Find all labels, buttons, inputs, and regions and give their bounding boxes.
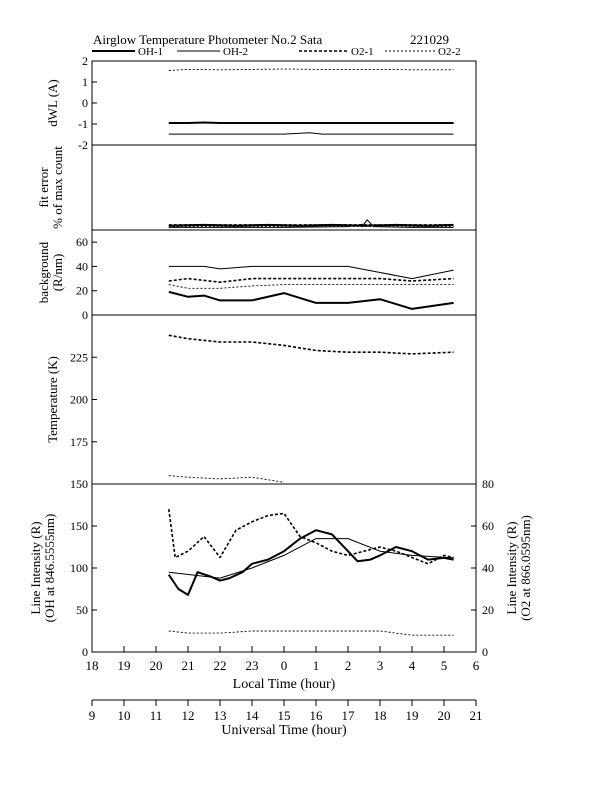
y-axis-label-left: (OH at 846.5555nm) — [42, 514, 57, 623]
y-tick-label: 60 — [76, 235, 88, 249]
y-tick-label-right: 80 — [482, 477, 494, 491]
local-time-axis-label: Local Time (hour) — [233, 677, 336, 692]
local-x-tick-label: 2 — [345, 658, 352, 673]
ut-x-tick-label: 20 — [438, 708, 451, 723]
y-tick-label: 0 — [82, 96, 88, 110]
y-tick-label: 40 — [76, 259, 88, 273]
y-tick-label: 150 — [70, 477, 88, 491]
panel-dwl: -2 -1 0 1 2 dWL (A) — [45, 54, 477, 152]
y-tick-label: 2 — [82, 54, 88, 68]
legend-label-o2-1: O2-1 — [351, 46, 374, 58]
local-x-tick-label: 23 — [246, 658, 259, 673]
local-x-tick-label: 0 — [281, 658, 288, 673]
y-tick-label: 100 — [70, 561, 88, 575]
date-code: 221029 — [410, 32, 449, 47]
ut-x-tick-label: 10 — [118, 708, 131, 723]
ut-x-tick-label: 17 — [342, 708, 356, 723]
y-axis-label-left: Line Intensity (R) — [28, 521, 43, 614]
y-axis-label-right: Line Intensity (R) — [504, 521, 519, 614]
local-x-tick-label: 20 — [150, 658, 163, 673]
panel-frame — [91, 60, 477, 146]
ut-x-tick-label: 11 — [150, 708, 163, 723]
series-line-o2-2 — [168, 630, 454, 636]
y-tick-label: -1 — [78, 117, 88, 131]
panel-temperature: 150 175 200 225 Temperature (K) — [45, 314, 477, 491]
panel-frame — [91, 314, 477, 485]
panel-frame — [91, 483, 477, 653]
series-line-oh-2 — [168, 538, 454, 579]
ut-x-tick-label: 18 — [374, 708, 387, 723]
y-axis-label-right: (O2 at 866.0595nm) — [518, 515, 533, 621]
local-x-tick-label: 6 — [473, 658, 480, 673]
local-x-tick-label: 5 — [441, 658, 448, 673]
y-tick-label: 150 — [70, 519, 88, 533]
local-time-axis: 18 19 20 21 22 23 0 1 2 3 4 5 6 — [86, 646, 480, 673]
local-x-tick-label: 21 — [182, 658, 195, 673]
local-x-tick-label: 3 — [377, 658, 384, 673]
ut-x-tick-label: 9 — [89, 708, 96, 723]
series-line-oh-2 — [168, 265, 454, 280]
series-line-o2-1 — [168, 277, 454, 284]
universal-time-axis-label: Universal Time (hour) — [221, 723, 347, 738]
y-axis-label: Temperature (K) — [45, 356, 60, 443]
series-line-o2-1 — [168, 334, 454, 355]
y-tick-label-right: 20 — [482, 603, 494, 617]
series-line-oh-1 — [168, 290, 454, 310]
panel-background: 0 20 40 60 background (R/nm) — [36, 229, 477, 322]
series-line-oh-1 — [168, 121, 454, 124]
chart-title: Airglow Temperature Photometer No.2 Sata — [93, 32, 323, 47]
y-tick-label: 20 — [76, 284, 88, 298]
series-line-o2-1 — [168, 509, 454, 565]
y-tick-label: 1 — [82, 75, 88, 89]
panel-fit-error: fit error% of max count — [36, 144, 477, 231]
series-line-oh-1 — [167, 529, 454, 596]
y-tick-label: 0 — [82, 308, 88, 322]
local-x-tick-label: 4 — [409, 658, 416, 673]
legend-label-o2-2: O2-2 — [438, 46, 461, 58]
chart-panels: -2 -1 0 1 2 dWL (A) fit error% of max count 0 20… — [28, 54, 533, 659]
local-x-tick-label: 18 — [86, 658, 99, 673]
y-tick-label: 225 — [70, 350, 88, 364]
y-axis-label: % of max count — [50, 146, 65, 229]
y-axis-label: dWL (A) — [45, 79, 60, 127]
legend-label-oh-1: OH-1 — [138, 46, 163, 58]
universal-time-axis: 9 10 11 12 13 14 15 16 17 18 19 20 21 — [89, 699, 483, 723]
local-x-tick-label: 19 — [118, 658, 131, 673]
series-line-o2-2 — [168, 284, 454, 289]
y-axis-label: background — [36, 241, 51, 303]
y-tick-label-right: 40 — [482, 561, 494, 575]
ut-x-tick-label: 15 — [278, 708, 291, 723]
panel-frame — [91, 229, 477, 316]
ut-x-tick-label: 14 — [246, 708, 260, 723]
ut-x-tick-label: 13 — [214, 708, 227, 723]
panel-frame — [91, 144, 477, 231]
legend: OH-1 OH-2 O2-1 O2-2 — [92, 46, 461, 58]
ut-x-tick-label: 21 — [470, 708, 483, 723]
y-axis-label: (R/nm) — [50, 254, 65, 292]
series-line-oh-2 — [168, 132, 454, 135]
y-tick-label: 0 — [82, 645, 88, 659]
ut-x-tick-label: 12 — [182, 708, 195, 723]
y-tick-label: 50 — [76, 603, 88, 617]
y-axis-label: fit error — [36, 167, 51, 208]
series-line-o2-2 — [168, 475, 285, 483]
series-line-o2-2 — [168, 68, 454, 71]
y-tick-label: 175 — [70, 435, 88, 449]
y-tick-label: -2 — [78, 138, 88, 152]
ut-x-tick-label: 16 — [310, 708, 324, 723]
y-tick-label: 200 — [70, 393, 88, 407]
y-tick-label-right: 0 — [482, 645, 488, 659]
local-x-tick-label: 22 — [214, 658, 227, 673]
local-x-tick-label: 1 — [313, 658, 320, 673]
ut-x-tick-label: 19 — [406, 708, 419, 723]
legend-label-oh-2: OH-2 — [223, 46, 248, 58]
y-tick-label-right: 60 — [482, 519, 494, 533]
